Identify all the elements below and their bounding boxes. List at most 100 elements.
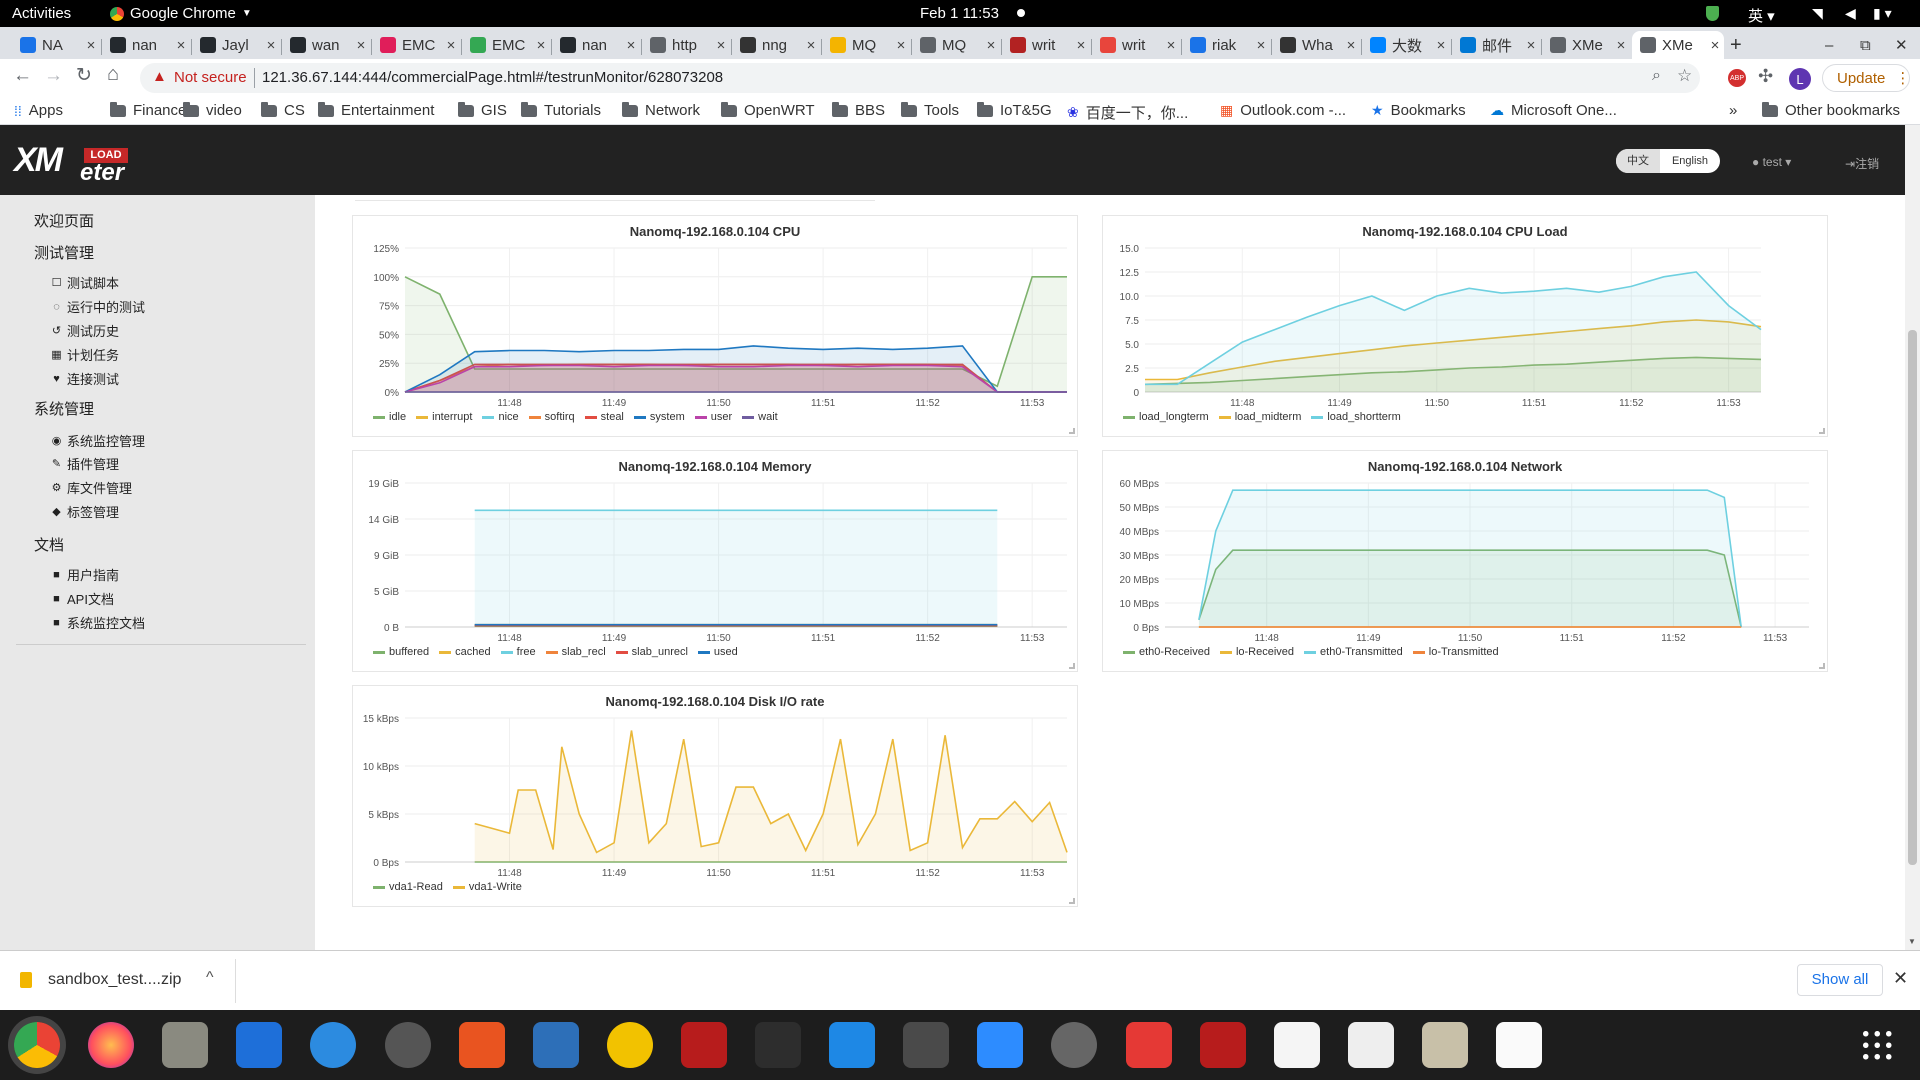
filezilla2-icon[interactable] [1199,1022,1246,1068]
bookmark-star-icon[interactable]: ☆ [1677,66,1693,85]
bookmark-14[interactable]: ★ Bookmarks [1371,102,1466,119]
app-menu[interactable]: Google Chrome ▼ [110,5,252,22]
sidebar-section-7[interactable]: 系统管理 [34,401,95,418]
bookmark-2[interactable]: video [183,101,242,119]
tab-5[interactable]: EMC × [462,31,550,59]
legend-item-wait[interactable]: wait [742,411,778,423]
zoom-icon[interactable] [977,1022,1024,1068]
tab-close-icon[interactable]: × [1526,36,1536,54]
software-updater-icon[interactable] [384,1022,431,1068]
bookmark-10[interactable]: Tools [901,101,959,119]
tab-close-icon[interactable]: × [716,36,726,54]
clock[interactable]: Feb 1 11:53 [920,5,999,22]
archive-icon[interactable] [1421,1022,1468,1068]
rhythmbox-icon[interactable] [606,1022,653,1068]
lang-cn-button[interactable]: 中文 [1616,149,1660,173]
legend-item-load_midterm[interactable]: load_midterm [1218,411,1301,423]
bookmark-5[interactable]: GIS [458,101,507,119]
wifi-icon[interactable]: ◥ [1812,5,1823,21]
tab-close-icon[interactable]: × [1256,36,1266,54]
restore-icon[interactable]: ⧉ [1860,36,1871,54]
tab-9[interactable]: MQ × [822,31,910,59]
tab-close-icon[interactable]: × [446,36,456,54]
resize-handle-icon[interactable] [1069,898,1075,904]
bookmark-13[interactable]: ▦ Outlook.com -... [1220,102,1346,119]
files-icon[interactable] [162,1022,209,1068]
sidebar-item-3[interactable]: ◌ 运行中的测试 [50,297,145,316]
vscode-icon[interactable] [829,1022,876,1068]
tab-close-icon[interactable]: × [1346,36,1356,54]
legend-item-lo-Transmitted[interactable]: lo-Transmitted [1412,646,1499,658]
close-icon[interactable]: ✕ [1893,968,1909,988]
bookmark-7[interactable]: Network [622,101,700,119]
back-arrow-icon[interactable]: ← [13,65,32,86]
resize-handle-icon[interactable] [1819,663,1825,669]
tab-close-icon[interactable]: × [1710,36,1720,54]
page-scrollbar[interactable]: ▼ [1905,125,1920,950]
sidebar-item-5[interactable]: ▦ 计划任务 [50,345,119,364]
bookmark-1[interactable]: Finance [110,101,186,119]
tab-11[interactable]: writ × [1002,31,1090,59]
sidebar-item-15[interactable]: ■ 系统监控文档 [50,613,145,632]
filezilla-icon[interactable] [680,1022,727,1068]
document-viewer-icon[interactable] [1347,1022,1394,1068]
tab-7[interactable]: http × [642,31,730,59]
sidebar-item-14[interactable]: ■ API文档 [50,589,114,608]
chart-title[interactable]: Nanomq-192.168.0.104 Memory [618,459,812,474]
help-icon[interactable] [310,1022,357,1068]
legend-item-slab_unrecl[interactable]: slab_unrecl [615,646,688,658]
legend-item-cached[interactable]: cached [439,646,491,658]
thunderbird-icon[interactable] [532,1022,579,1068]
address-bar[interactable]: ▲ Not secure 121.36.67.144:444/commercia… [140,63,1700,93]
sidebar-item-4[interactable]: ↺ 测试历史 [50,321,119,340]
legend-item-nice[interactable]: nice [482,411,519,423]
zoom-search-icon[interactable]: ⌕ [1652,67,1661,84]
tab-1[interactable]: nan × [102,31,190,59]
app-store-icon[interactable] [458,1022,505,1068]
tab-8[interactable]: nng × [732,31,820,59]
legend-item-vda1-Read[interactable]: vda1-Read [373,881,443,893]
sidebar-item-2[interactable]: ☐ 测试脚本 [50,273,119,292]
text-editor-icon[interactable] [1273,1022,1320,1068]
download-filename[interactable]: sandbox_test....zip [48,971,182,988]
tab-10[interactable]: MQ × [912,31,1000,59]
adblock-icon[interactable]: ABP [1728,69,1746,87]
chart-title[interactable]: Nanomq-192.168.0.104 Network [1367,459,1563,474]
tab-4[interactable]: EMC × [372,31,460,59]
tab-close-icon[interactable]: × [86,36,96,54]
sidebar-item-10[interactable]: ⚙ 库文件管理 [50,478,132,497]
sidebar-section-0[interactable]: 欢迎页面 [34,213,95,230]
lang-en-button[interactable]: English [1671,155,1709,167]
tab-close-icon[interactable]: × [356,36,366,54]
input-method-indicator[interactable]: 英 ▾ [1748,8,1775,25]
legend-item-free[interactable]: free [500,646,536,658]
home-icon[interactable]: ⌂ [107,63,120,85]
not-secure-label[interactable]: Not secure [174,69,247,86]
typora-icon[interactable] [1496,1022,1542,1068]
shield-icon[interactable] [1706,6,1719,21]
tab-13[interactable]: riak × [1182,31,1270,59]
tab-2[interactable]: Jayl × [192,31,280,59]
bookmark-4[interactable]: Entertainment [318,101,434,119]
battery-icon[interactable]: ▮ ▾ [1873,5,1892,21]
firefox-icon[interactable] [88,1022,135,1068]
tab-6[interactable]: nan × [552,31,640,59]
tab-0[interactable]: NA × [12,31,100,59]
legend-item-load_shortterm[interactable]: load_shortterm [1311,411,1401,423]
forward-arrow-icon[interactable]: → [44,65,63,86]
bookmark-12[interactable]: ❀ 百度一下，你... [1067,102,1188,123]
sidebar-section-12[interactable]: 文档 [34,537,65,554]
legend-item-softirq[interactable]: softirq [528,411,575,423]
new-tab-button[interactable]: + [1730,33,1742,56]
scroll-down-icon[interactable]: ▼ [1908,937,1916,946]
activities-button[interactable]: Activities [12,5,72,22]
reload-icon[interactable]: ↻ [76,65,92,86]
bookmark-0[interactable]: ⁞⁞ Apps [14,102,63,119]
tab-15[interactable]: 大数 × [1362,31,1450,59]
legend-item-eth0-Transmitted[interactable]: eth0-Transmitted [1304,646,1403,658]
logout-button[interactable]: ⇥注销 [1845,155,1879,172]
sidebar-item-8[interactable]: ◉ 系统监控管理 [50,431,145,450]
bookmarks-overflow-chevron-icon[interactable]: » [1729,102,1738,119]
resize-handle-icon[interactable] [1069,663,1075,669]
tab-close-icon[interactable]: × [1166,36,1176,54]
